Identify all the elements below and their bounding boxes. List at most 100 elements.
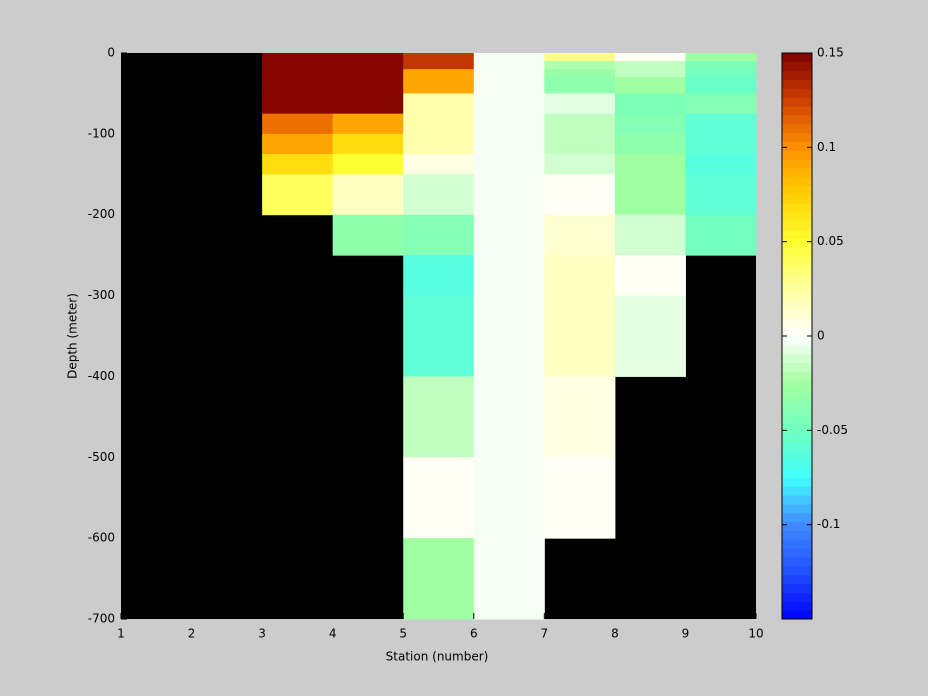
heatmap-cell bbox=[544, 133, 616, 155]
heatmap-cell bbox=[473, 295, 545, 377]
x-tick-label: 2 bbox=[188, 627, 196, 641]
colorbar-band bbox=[782, 327, 812, 337]
heatmap-cell bbox=[262, 133, 334, 155]
heatmap-cell bbox=[473, 77, 545, 94]
heatmap-cell bbox=[685, 69, 757, 78]
colorbar-band bbox=[782, 371, 812, 381]
heatmap-cell bbox=[614, 295, 686, 377]
heatmap-cell bbox=[403, 457, 475, 539]
heatmap-cell bbox=[332, 69, 404, 78]
heatmap-cell bbox=[685, 113, 757, 135]
colorbar-band bbox=[782, 300, 812, 310]
heatmap-cell bbox=[685, 214, 757, 256]
colorbar-band bbox=[782, 212, 812, 222]
heatmap-cell bbox=[403, 538, 475, 620]
heatmap-cell bbox=[685, 93, 757, 115]
colorbar-band bbox=[782, 265, 812, 275]
heatmap-cell bbox=[473, 133, 545, 155]
heatmap-cell bbox=[685, 133, 757, 155]
colorbar-band bbox=[782, 176, 812, 187]
heatmap-cell bbox=[403, 53, 475, 62]
colorbar-band bbox=[782, 583, 812, 593]
heatmap-cell bbox=[332, 53, 404, 62]
heatmap-cell bbox=[403, 133, 475, 155]
heatmap-cell bbox=[473, 538, 545, 620]
colorbar-band bbox=[782, 459, 812, 470]
heatmap-cell bbox=[262, 174, 334, 216]
colorbar-band bbox=[782, 450, 812, 461]
colorbar-band bbox=[782, 574, 812, 585]
colorbar-band bbox=[782, 291, 812, 302]
x-tick-label: 7 bbox=[541, 627, 549, 641]
colorbar-band bbox=[782, 548, 812, 558]
colorbar-band bbox=[782, 468, 812, 478]
colorbar-band bbox=[782, 477, 812, 487]
heatmap-cell bbox=[544, 295, 616, 377]
heatmap-cell bbox=[262, 53, 334, 62]
colorbar-band bbox=[782, 141, 812, 151]
colorbar-band bbox=[782, 256, 812, 266]
colorbar-tick-label: 0.1 bbox=[817, 140, 836, 154]
heatmap-cell bbox=[544, 174, 616, 216]
heatmap-cell bbox=[403, 295, 475, 377]
colorbar-band bbox=[782, 132, 812, 142]
heatmap-cell bbox=[685, 174, 757, 216]
heatmap-cell bbox=[544, 61, 616, 70]
colorbar-band bbox=[782, 362, 812, 372]
heatmap-cell bbox=[544, 255, 616, 297]
heatmap-cell bbox=[614, 174, 686, 216]
heatmap-cell bbox=[262, 154, 334, 175]
colorbar-band bbox=[782, 97, 812, 107]
colorbar-band bbox=[782, 424, 812, 434]
heatmap-cell bbox=[403, 61, 475, 70]
colorbar-band bbox=[782, 70, 812, 81]
heatmap-cell bbox=[332, 154, 404, 175]
y-tick-label: -300 bbox=[88, 288, 115, 302]
colorbar-band bbox=[782, 79, 812, 89]
heatmap-cell bbox=[544, 93, 616, 115]
heatmap-cell bbox=[614, 214, 686, 256]
heatmap-cell bbox=[403, 174, 475, 216]
heatmap-cell bbox=[685, 77, 757, 94]
colorbar-band bbox=[782, 53, 812, 63]
colorbar-band bbox=[782, 167, 812, 178]
y-tick-label: -100 bbox=[88, 126, 115, 140]
colorbar-band bbox=[782, 592, 812, 602]
heatmap-cell bbox=[544, 214, 616, 256]
heatmap-cell bbox=[403, 376, 475, 458]
colorbar-band bbox=[782, 221, 812, 231]
colorbar-band bbox=[782, 530, 812, 540]
colorbar-band bbox=[782, 106, 812, 116]
heatmap-cell bbox=[544, 77, 616, 94]
colorbar-band bbox=[782, 336, 812, 346]
colorbar-band bbox=[782, 380, 812, 390]
heatmap-cell bbox=[544, 113, 616, 135]
heatmap-cell bbox=[403, 255, 475, 297]
y-tick-label: -600 bbox=[88, 531, 115, 545]
heatmap-cell bbox=[544, 69, 616, 78]
heatmap-cell bbox=[262, 93, 334, 115]
heatmap-cell bbox=[332, 174, 404, 216]
heatmap-cell bbox=[473, 69, 545, 78]
heatmap-cell bbox=[614, 133, 686, 155]
heatmap-cell bbox=[262, 61, 334, 70]
colorbar-band bbox=[782, 601, 812, 611]
y-tick-label: -500 bbox=[88, 450, 115, 464]
y-axis-label: Depth (meter) bbox=[66, 293, 80, 379]
x-tick-label: 1 bbox=[117, 627, 125, 641]
heatmap-cell bbox=[262, 77, 334, 94]
colorbar-band bbox=[782, 123, 812, 134]
colorbar-band bbox=[782, 521, 812, 532]
heatmap-cell bbox=[332, 93, 404, 115]
colorbar-band bbox=[782, 344, 812, 355]
heatmap-cell bbox=[544, 376, 616, 458]
heatmap-cell bbox=[685, 53, 757, 62]
heatmap-cell bbox=[473, 154, 545, 175]
colorbar-band bbox=[782, 318, 812, 328]
colorbar-band bbox=[782, 61, 812, 72]
x-tick-label: 9 bbox=[682, 627, 690, 641]
heatmap-cell bbox=[403, 113, 475, 135]
colorbar-band bbox=[782, 610, 812, 620]
colorbar-band bbox=[782, 557, 812, 567]
